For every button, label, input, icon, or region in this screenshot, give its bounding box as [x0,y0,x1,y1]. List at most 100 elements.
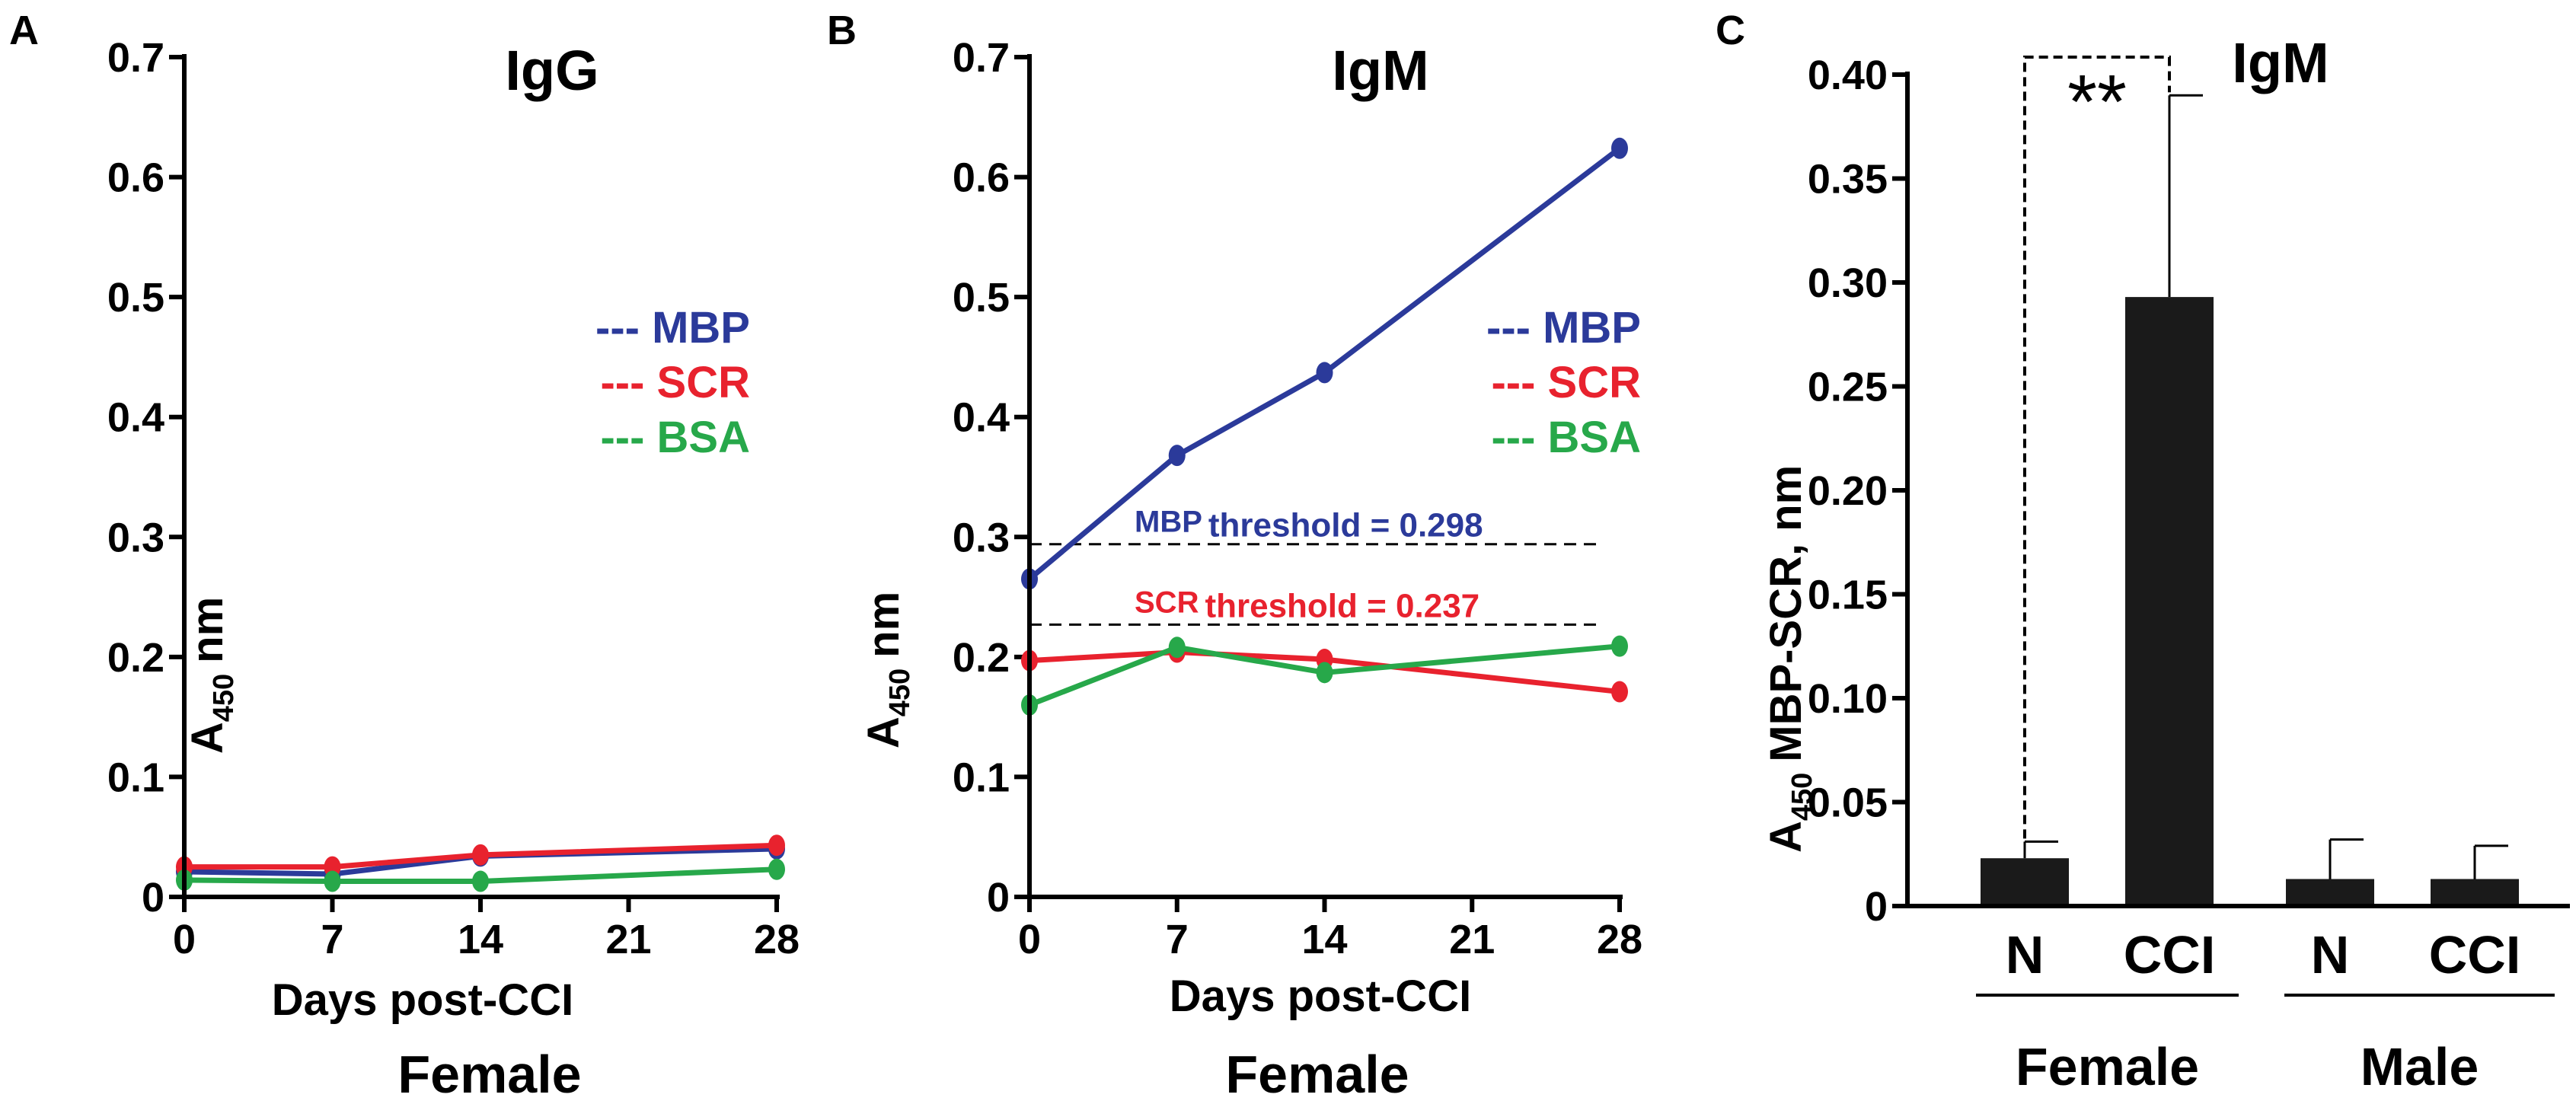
threshold-label-mbp: MBP threshold = 0.298 [1135,506,1483,544]
x-tick-label: 7 [1166,917,1189,962]
data-point-bsa [1168,637,1186,659]
y-tick-label: 0.5 [107,275,164,321]
panel-b-y-ticks: 0 0.1 0.2 0.3 0.4 0.5 0.6 0.7 [953,35,1029,921]
panel-a: A IgG 0 0.1 0.2 0.3 0.4 0.5 0.6 0.7 0 7 14 21 28 --… [9,8,800,1104]
x-tick-label: 0 [173,917,196,962]
data-point-scr [472,844,489,866]
group-label-female: Female [2016,1037,2199,1096]
y-tick-label: 0.7 [107,35,164,81]
y-tick-label: 0.30 [1808,260,1888,306]
series-line-bsa [184,866,777,885]
panel-b-x-axis-label: Days post-CCI [1170,972,1471,1021]
threshold-label-scr: SCR threshold = 0.237 [1135,586,1480,624]
y-tick-label: 0.4 [107,395,164,441]
data-point-bsa [1611,635,1628,657]
y-tick-label: 0 [142,875,164,921]
panel-a-group-label: Female [397,1045,581,1104]
bar-n [2286,879,2374,906]
x-tick-label: 7 [321,917,343,962]
data-point-mbp [1168,445,1186,467]
significance-bracket [2023,56,2171,839]
series-line-mbp [1027,145,1622,582]
x-tick-label: 21 [1449,917,1495,962]
category-label: CCI [2124,925,2216,984]
panel-c-y-ticks: 0 0.05 0.10 0.15 0.20 0.25 0.30 0.35 0.40 [1808,53,1907,930]
legend-item-mbp: --- MBP [595,303,750,353]
bar-cci [2431,879,2519,906]
y-tick-label: 0.10 [1808,676,1888,722]
panel-c-categories: N CCI N CCI Female Male [1976,925,2555,1096]
legend-item-mbp: --- MBP [1486,303,1641,353]
data-point-bsa [768,858,785,880]
panel-label-c: C [1716,8,1745,53]
x-tick-label: 28 [1597,917,1642,962]
panel-a-y-ticks: 0 0.1 0.2 0.3 0.4 0.5 0.6 0.7 [107,35,184,921]
panel-label-b: B [827,8,857,53]
panel-label-a: A [9,8,39,53]
panel-c-title: IgM [2232,31,2329,94]
data-point-bsa [324,870,341,892]
panel-b-title: IgM [1332,39,1428,102]
panel-b: B IgM 0 0.1 0.2 0.3 0.4 0.5 0.6 0.7 0 7 14 21 28 MB… [827,8,1642,1104]
bar-cci [2125,297,2214,906]
panel-b-series [1021,137,1628,716]
data-point-scr [768,834,785,857]
panel-b-thresholds: MBP threshold = 0.298 SCR threshold = 0.237 [1029,506,1598,626]
x-tick-label: 0 [1018,917,1041,962]
series-line-scr [1029,649,1620,695]
legend-item-scr: --- SCR [600,358,750,407]
panel-b-y-axis-label: A450nm [859,592,916,748]
panel-a-y-axis-label: A450nm [183,597,240,754]
panel-a-x-ticks: 0 7 14 21 28 [173,897,800,962]
panel-a-legend: --- MBP --- SCR --- BSA [595,303,750,462]
legend-item-bsa: --- BSA [1491,413,1641,462]
y-tick-label: 0.2 [953,635,1010,681]
data-point-bsa [472,870,489,892]
series-line-scr [184,842,777,870]
panel-a-series [176,834,785,892]
panel-c-y-axis-label: A450MBP-SCR, nm [1761,465,1818,853]
panel-c-bars [1981,94,2519,906]
panel-b-x-ticks: 0 7 14 21 28 [1018,897,1642,962]
category-label: N [2311,925,2350,984]
data-point-mbp [1316,362,1333,384]
y-tick-label: 0.2 [107,635,164,681]
y-tick-label: 0.20 [1808,468,1888,514]
x-tick-label: 14 [1301,917,1347,962]
legend-item-bsa: --- BSA [600,413,750,462]
x-tick-label: 28 [754,917,800,962]
panel-a-x-axis-label: Days post-CCI [272,975,573,1025]
y-tick-label: 0.35 [1808,157,1888,203]
y-tick-label: 0 [987,875,1010,921]
y-tick-label: 0.7 [953,35,1010,81]
y-tick-label: 0.1 [107,755,164,800]
y-tick-label: 0.1 [953,755,1010,800]
x-tick-label: 21 [605,917,651,962]
y-tick-label: 0.6 [953,155,1010,201]
y-tick-label: 0.5 [953,275,1010,321]
data-point-bsa [1316,662,1333,684]
category-label: CCI [2429,925,2521,984]
panel-b-legend: --- MBP --- SCR --- BSA [1486,303,1641,462]
category-label: N [2006,925,2045,984]
y-tick-label: 0.40 [1808,53,1888,98]
y-tick-label: 0.3 [107,515,164,560]
y-tick-label: 0.3 [953,515,1010,560]
x-tick-label: 14 [458,917,503,962]
y-tick-label: 0.05 [1808,780,1888,826]
data-point-mbp [1611,137,1628,159]
y-tick-label: 0 [1865,884,1888,930]
panel-a-title: IgG [505,39,599,102]
significance-marker: ** [2067,59,2127,145]
y-tick-label: 0.6 [107,155,164,201]
panel-c: C IgM 00.050.100.150.200.250.300.350.40 … [1716,8,2570,1096]
legend-item-scr: --- SCR [1491,358,1641,407]
panel-b-group-label: Female [1225,1045,1409,1104]
data-point-scr [1611,681,1628,703]
series-line-bsa [1028,643,1620,708]
y-tick-label: 0.4 [953,395,1010,441]
panel-c-significance: ** [2023,56,2171,839]
bar-n [1981,858,2069,906]
y-tick-label: 0.25 [1808,365,1888,410]
